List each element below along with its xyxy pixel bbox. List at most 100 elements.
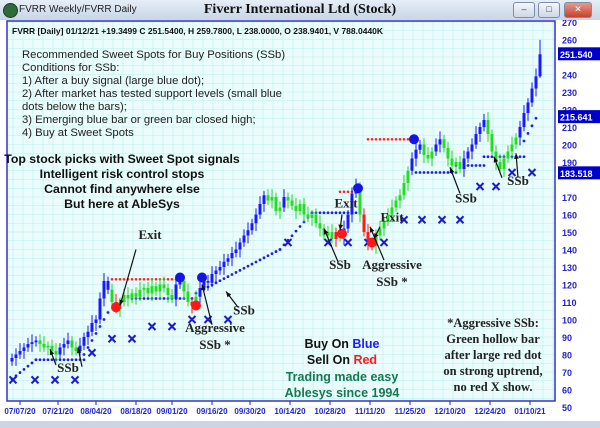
maximize-button[interactable]: □ bbox=[538, 2, 560, 18]
candle-body bbox=[390, 207, 394, 215]
y-tick-label: 210 bbox=[562, 123, 577, 133]
aggressive-note-line: after large red dot bbox=[444, 348, 542, 362]
support-dot bbox=[474, 164, 478, 167]
support-dot bbox=[342, 211, 346, 215]
close-button[interactable]: ✕ bbox=[564, 2, 592, 18]
support-dot bbox=[290, 234, 294, 238]
support-dot bbox=[86, 346, 90, 349]
candle-body bbox=[406, 170, 410, 183]
support-dot bbox=[246, 264, 250, 268]
candle-body bbox=[262, 195, 266, 204]
candle-body bbox=[210, 274, 214, 283]
y-tick-label: 80 bbox=[562, 351, 572, 361]
candle-body bbox=[358, 186, 362, 215]
candle-body bbox=[238, 242, 242, 250]
stop-x-mark bbox=[417, 215, 427, 224]
candle-body bbox=[482, 120, 486, 127]
candle-body bbox=[290, 200, 294, 206]
annotation-arrowhead bbox=[323, 228, 329, 235]
candle-body bbox=[462, 158, 466, 169]
candle-body bbox=[38, 340, 42, 344]
y-tick-label: 260 bbox=[562, 36, 577, 46]
y-tick-label: 110 bbox=[562, 298, 577, 308]
support-dot bbox=[42, 358, 46, 362]
sell-signal-dot bbox=[337, 228, 347, 239]
x-tick-label: 08/18/20 bbox=[120, 407, 152, 416]
support-dot bbox=[30, 361, 34, 365]
x-tick-label: 12/10/20 bbox=[434, 407, 466, 416]
annotation-arrowhead bbox=[338, 224, 344, 231]
candle-body bbox=[206, 281, 210, 283]
resistance-dot bbox=[154, 277, 158, 281]
support-dot bbox=[82, 358, 86, 362]
candle-body bbox=[46, 345, 50, 348]
sell-signal-dot bbox=[191, 300, 201, 311]
support-dot bbox=[526, 132, 530, 135]
app-icon bbox=[3, 3, 18, 18]
candle-body bbox=[250, 223, 254, 231]
candle-body bbox=[334, 232, 338, 239]
support-dot bbox=[254, 260, 258, 264]
support-dot bbox=[534, 116, 538, 120]
candle-body bbox=[350, 193, 354, 215]
support-dot bbox=[446, 171, 450, 174]
support-dot bbox=[146, 297, 150, 300]
sweet-spot-note: 2) After market has tested support level… bbox=[22, 88, 282, 100]
support-dot bbox=[38, 358, 42, 362]
candle-body bbox=[258, 204, 262, 215]
y-tick-label: 120 bbox=[562, 281, 577, 291]
candle-body bbox=[98, 298, 102, 320]
window-bottom-border bbox=[0, 421, 600, 428]
support-dot bbox=[106, 311, 110, 314]
annotation-arrowhead bbox=[76, 347, 82, 354]
sweet-spot-note: 4) Buy at Sweet Spots bbox=[22, 127, 134, 139]
candle-body bbox=[274, 197, 278, 211]
candle-body bbox=[94, 319, 98, 323]
candle-body bbox=[22, 347, 26, 351]
support-dot bbox=[294, 229, 298, 233]
x-tick-label: 09/16/20 bbox=[196, 407, 228, 416]
minimize-button[interactable]: – bbox=[513, 2, 535, 18]
candle-body bbox=[422, 144, 426, 155]
quote-info-line: FVRR [Daily] 01/12/21 +19.3499 C 251.540… bbox=[12, 26, 384, 36]
y-tick-label: 170 bbox=[562, 193, 577, 203]
support-dot bbox=[482, 155, 486, 159]
support-dot bbox=[234, 271, 238, 274]
resistance-dot bbox=[134, 277, 138, 281]
title-bar: FVRR Weekly/FVRR Daily Fiverr Internatio… bbox=[0, 0, 600, 21]
candle-body bbox=[502, 158, 506, 169]
price-badge bbox=[558, 110, 600, 124]
candle-body bbox=[142, 288, 146, 290]
candle-body bbox=[50, 345, 54, 351]
sweet-spot-note: 3) Emerging blue bar or green bar closed… bbox=[22, 114, 256, 126]
y-tick-label: 90 bbox=[562, 333, 572, 343]
candle-body bbox=[438, 139, 442, 145]
buy-signal-dot bbox=[175, 272, 185, 283]
candle-body bbox=[486, 120, 490, 134]
resistance-dot bbox=[130, 277, 134, 281]
candle-body bbox=[230, 253, 234, 259]
annotation-arrow bbox=[323, 228, 339, 262]
candle-body bbox=[242, 235, 246, 243]
candle-body bbox=[454, 162, 458, 166]
support-dot bbox=[470, 164, 474, 167]
y-tick-label: 200 bbox=[562, 141, 577, 151]
support-dot bbox=[270, 252, 274, 256]
support-dot bbox=[238, 268, 242, 272]
stop-x-mark bbox=[187, 315, 197, 324]
support-dot bbox=[154, 297, 158, 300]
support-dot bbox=[218, 279, 222, 283]
support-dot bbox=[278, 248, 282, 251]
candle-body bbox=[442, 139, 446, 148]
x-tick-label: 11/25/20 bbox=[395, 407, 426, 416]
support-dot bbox=[82, 353, 86, 356]
candle-body bbox=[410, 158, 414, 171]
candle-body bbox=[174, 284, 178, 299]
resistance-dot bbox=[406, 137, 410, 141]
support-dot bbox=[262, 256, 266, 260]
stop-x-mark bbox=[127, 334, 137, 343]
stop-x-mark bbox=[399, 215, 409, 224]
stop-x-mark bbox=[107, 334, 117, 343]
candle-body bbox=[74, 347, 78, 351]
candle-body bbox=[198, 288, 202, 297]
